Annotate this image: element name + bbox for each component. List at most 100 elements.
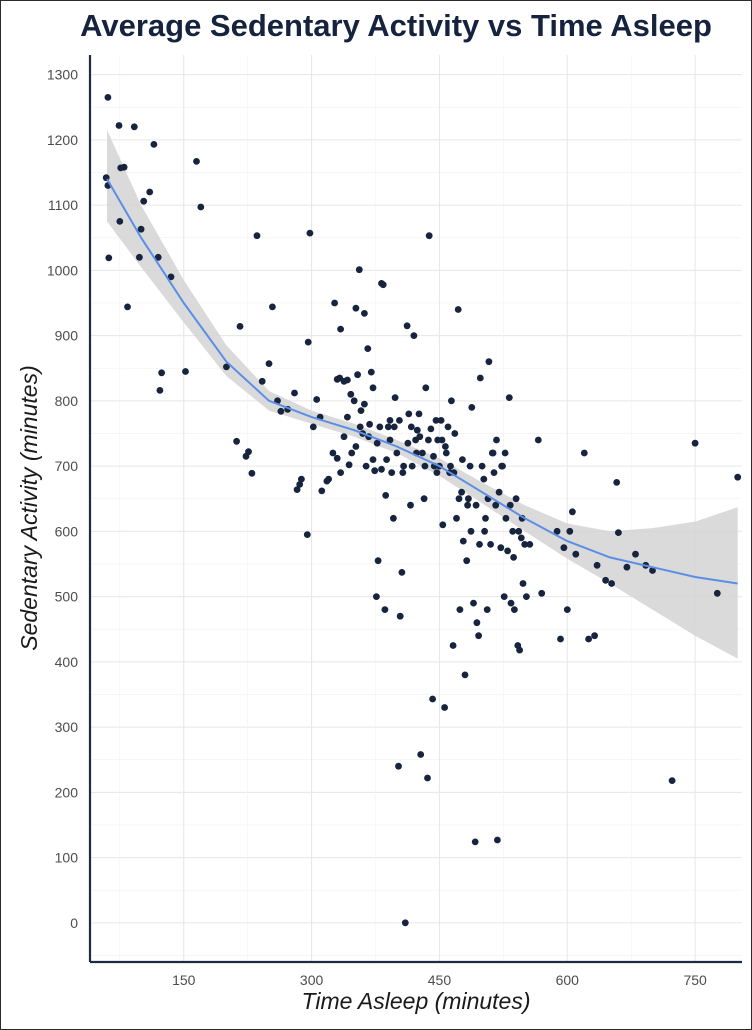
data-point [104, 94, 112, 101]
data-point [371, 467, 379, 475]
data-point [572, 550, 580, 558]
data-point [421, 462, 429, 470]
data-point [386, 417, 394, 424]
data-point [378, 465, 385, 473]
y-tick-label: 1300 [47, 67, 78, 83]
data-point [454, 306, 462, 313]
data-point [233, 437, 241, 445]
y-tick-label: 1100 [48, 197, 78, 213]
data-point [480, 475, 488, 483]
data-point [167, 273, 175, 281]
data-point [373, 439, 381, 447]
data-point [500, 593, 508, 600]
data-point [442, 449, 450, 457]
data-point [466, 462, 474, 470]
data-point [425, 436, 432, 444]
axes [88, 55, 742, 964]
y-tick-label: 800 [55, 393, 79, 409]
data-point [347, 390, 355, 398]
data-point [504, 547, 511, 555]
data-point [498, 462, 506, 470]
data-point [399, 469, 407, 476]
data-point [390, 514, 397, 522]
data-point [357, 407, 365, 414]
y-tick-label: 700 [55, 458, 79, 474]
data-point [382, 492, 390, 499]
data-point [352, 443, 360, 450]
data-point [560, 544, 568, 552]
data-point [223, 363, 230, 371]
y-tick-label: 0 [70, 915, 78, 931]
data-point [456, 606, 464, 613]
y-tick-labels: 0 100 200 300 400 500 600 700 800 900 1000 1100 1200… [47, 67, 78, 931]
data-point [405, 410, 413, 418]
y-tick-label: 1000 [47, 262, 78, 278]
data-point [386, 436, 394, 444]
data-point [120, 163, 128, 171]
y-tick-label: 600 [55, 523, 79, 539]
data-point [318, 487, 326, 495]
data-point [521, 541, 529, 548]
data-point [369, 456, 377, 463]
data-point [146, 188, 154, 196]
data-point [501, 449, 509, 457]
data-point [608, 580, 615, 587]
data-point [410, 332, 418, 339]
data-point [580, 449, 588, 457]
data-point [367, 368, 375, 376]
data-point [329, 449, 337, 457]
data-point [451, 430, 459, 437]
data-point [602, 576, 609, 584]
data-point [502, 514, 510, 522]
data-point [298, 475, 305, 483]
data-point [563, 606, 571, 613]
data-point [442, 443, 449, 450]
data-point [553, 527, 561, 535]
data-point [350, 397, 358, 405]
data-point [439, 521, 447, 529]
data-point [465, 495, 472, 503]
data-point [478, 462, 486, 470]
data-point [429, 695, 436, 703]
smooth-line-group [106, 178, 738, 585]
data-point [455, 495, 463, 503]
y-tick-label: 200 [55, 784, 79, 800]
data-point [497, 544, 505, 552]
data-point [356, 423, 364, 431]
data-point [523, 593, 530, 600]
data-point [490, 469, 498, 476]
data-point [420, 495, 428, 503]
data-point [379, 281, 387, 289]
data-point [337, 325, 344, 333]
data-point [476, 374, 484, 382]
grid-lines [90, 55, 742, 962]
data-point [649, 567, 656, 574]
data-point [325, 475, 332, 483]
data-point [407, 501, 414, 509]
data-point [306, 229, 314, 237]
data-point [105, 254, 113, 262]
data-point [591, 632, 598, 640]
data-point [506, 501, 514, 509]
data-point [468, 404, 476, 411]
data-point [459, 537, 467, 545]
chart-title: Average Sedentary Activity vs Time Aslee… [80, 8, 712, 43]
y-tick-label: 1200 [47, 132, 78, 148]
data-point [137, 225, 145, 233]
data-point [615, 529, 622, 536]
data-point [512, 495, 520, 503]
data-point [494, 836, 501, 844]
data-point [400, 462, 407, 470]
data-point [352, 304, 360, 312]
data-point [384, 423, 392, 431]
data-point [388, 469, 396, 476]
data-point [193, 158, 200, 165]
data-point [505, 394, 513, 401]
data-point [534, 436, 542, 444]
data-point [373, 593, 380, 600]
data-point [483, 606, 491, 613]
confidence-band [107, 130, 738, 659]
data-point [419, 449, 426, 457]
data-point [245, 448, 252, 456]
data-point [517, 534, 525, 542]
